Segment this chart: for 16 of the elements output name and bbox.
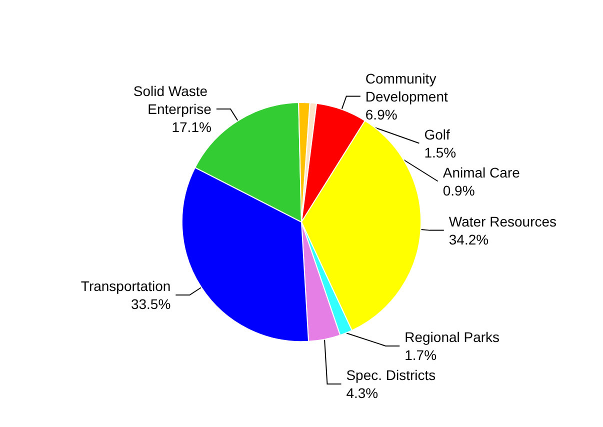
data-label: 0.9% bbox=[442, 182, 475, 198]
data-label: 34.2% bbox=[448, 231, 489, 248]
slice-label: Regional Parks bbox=[404, 328, 500, 345]
slice-label: Community Development bbox=[365, 70, 448, 104]
data-label: 17.1% bbox=[172, 118, 212, 135]
slice-label: Spec. Districts bbox=[346, 366, 436, 383]
slice-label: Transportation bbox=[80, 278, 171, 294]
data-label: 1.7% bbox=[404, 346, 437, 363]
data-label: 33.5% bbox=[130, 296, 171, 312]
slice-label: Solid Waste Enterprise bbox=[133, 82, 212, 117]
slice-label: Water Resources bbox=[448, 213, 557, 230]
data-label: 6.9% bbox=[365, 106, 398, 122]
data-label: 1.5% bbox=[424, 144, 456, 160]
data-label: 4.3% bbox=[346, 384, 378, 401]
slice-label: Golf bbox=[424, 126, 450, 142]
slice-label: Animal Care bbox=[442, 164, 520, 180]
